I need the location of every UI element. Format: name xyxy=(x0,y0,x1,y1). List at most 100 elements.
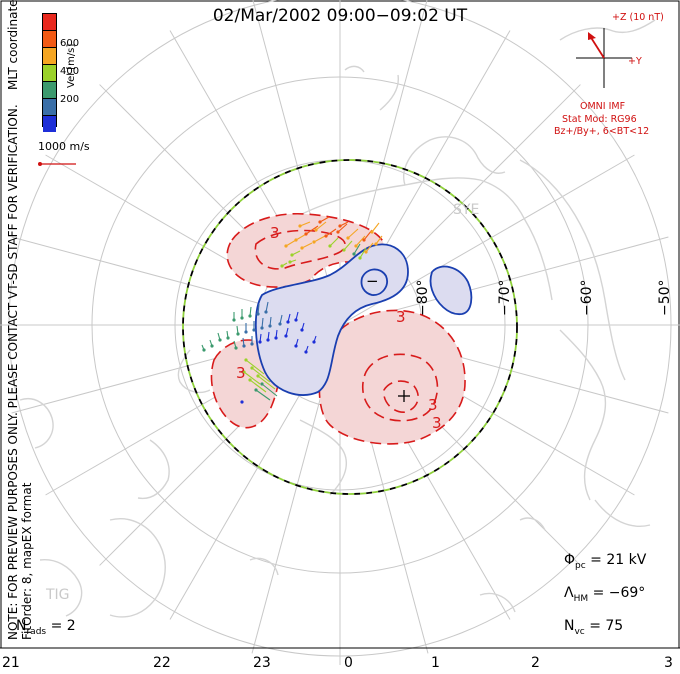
mlt-hour-label: 23 xyxy=(253,655,271,671)
velocity-vector xyxy=(359,247,367,259)
velocity-vector xyxy=(285,239,297,247)
velocity-vector xyxy=(217,332,221,341)
contour-label: 3 xyxy=(428,396,438,414)
velocity-vector xyxy=(269,316,272,327)
mlt-hour-label: 1 xyxy=(431,655,440,671)
contour-label: 3 xyxy=(236,364,246,382)
station-label: SYE xyxy=(453,202,480,218)
negative-convection-cells xyxy=(254,243,473,396)
hm-boundary-green xyxy=(182,159,518,495)
velocity-vector xyxy=(249,379,267,393)
velocity-colorbar xyxy=(42,13,57,132)
velocity-vector xyxy=(255,389,271,401)
hm-boundary-dark xyxy=(182,159,518,495)
vector-scale xyxy=(38,162,76,166)
velocity-vector xyxy=(365,242,374,253)
colorbar-tick: 400 xyxy=(60,66,80,77)
velocity-vector xyxy=(375,235,383,245)
velocity-vector xyxy=(319,216,330,223)
radar-count: Nrads = 2 xyxy=(16,618,76,637)
latitude-label: −80° xyxy=(415,279,431,316)
velocity-vector xyxy=(295,338,299,347)
mlt-hour-label: 0 xyxy=(344,655,353,671)
lambda-subscript: HM xyxy=(573,593,589,604)
imf-vector xyxy=(589,35,605,59)
velocity-vector xyxy=(236,325,239,335)
velocity-vector xyxy=(261,317,264,329)
velocity-vector xyxy=(257,303,260,315)
velocity-vector xyxy=(329,237,339,247)
mlt-hour-label: 3 xyxy=(664,655,673,671)
velocity-vector xyxy=(339,221,349,227)
velocity-vector xyxy=(275,329,278,339)
velocity-vector xyxy=(209,339,213,347)
velocity-vector xyxy=(289,259,297,263)
colorbar-tick: 600 xyxy=(60,38,80,49)
contour-label: 3 xyxy=(270,224,280,242)
imf-model: Stat Mod: RG96 xyxy=(562,114,637,125)
contour-label: 3 xyxy=(432,414,442,432)
imf-dial xyxy=(576,28,632,88)
phi-subscript: pc xyxy=(575,560,586,571)
phi-value: = 21 kV xyxy=(590,552,647,568)
cross-polar-potential: Φpc = 21 kV xyxy=(564,552,646,571)
imf-y-label: +Y xyxy=(628,56,642,67)
mlt-hour-label: 22 xyxy=(153,655,171,671)
velocity-vector xyxy=(305,345,309,353)
mlt-hour-label: 21 xyxy=(2,655,20,671)
velocity-vector xyxy=(279,314,283,325)
latitude-label: −60° xyxy=(579,279,595,316)
velocity-vector xyxy=(313,235,326,243)
nrads-symbol: N xyxy=(16,618,27,634)
mlt-hour-label: 2 xyxy=(531,655,540,671)
velocity-vector xyxy=(267,331,270,341)
latitude-label: −50° xyxy=(657,279,673,316)
map-title: 02/Mar/2002 09:00−09:02 UT xyxy=(212,6,468,26)
velocity-vector xyxy=(259,333,262,343)
velocity-vector xyxy=(285,327,289,337)
colorbar-segment xyxy=(43,48,56,65)
lambda-symbol: Λ xyxy=(564,585,574,601)
imf-z-label: +Z (10 nT) xyxy=(612,12,664,23)
velocity-vector xyxy=(343,240,353,251)
velocity-vector xyxy=(265,301,269,313)
coordinate-system-label: MLT coordinates xyxy=(6,0,20,90)
velocity-vector xyxy=(305,225,319,235)
velocity-vector xyxy=(242,337,245,347)
nrads-value: = 2 xyxy=(50,618,76,634)
preview-notice: NOTE: FOR PREVIEW PURPOSES ONLY. PLEASE … xyxy=(6,104,20,640)
colorbar-segment xyxy=(43,65,56,82)
velocity-vector xyxy=(301,242,313,249)
potential-maximum-marker xyxy=(398,390,410,402)
potential-minimum-marker: − xyxy=(366,272,379,290)
velocity-vectors xyxy=(201,216,383,404)
colorbar-segment xyxy=(43,82,56,99)
velocity-vector xyxy=(371,222,380,233)
latitude-label: −70° xyxy=(497,279,513,316)
colorbar-segment xyxy=(43,31,56,48)
velocity-vector xyxy=(325,228,337,237)
velocity-vector xyxy=(287,313,291,323)
velocity-vector xyxy=(243,371,261,385)
velocity-vector xyxy=(353,243,361,255)
hm-latitude: ΛHM = −69° xyxy=(564,585,645,604)
velocity-vector xyxy=(233,340,237,349)
velocity-vector xyxy=(313,335,317,343)
velocity-vector xyxy=(245,359,265,375)
vector-count: Nvc = 75 xyxy=(564,618,623,637)
velocity-vector xyxy=(251,367,271,383)
phi-symbol: Φ xyxy=(564,552,576,568)
velocity-vector xyxy=(201,344,205,351)
velocity-vector xyxy=(315,221,327,231)
velocity-vector xyxy=(301,322,305,331)
colorbar-title: Vel [m/s] xyxy=(66,43,77,88)
velocity-vector xyxy=(347,228,359,239)
velocity-vector xyxy=(281,262,288,267)
velocity-vector xyxy=(337,223,348,233)
velocity-vector xyxy=(257,375,276,390)
velocity-vector xyxy=(355,235,366,247)
colorbar-segment xyxy=(43,116,56,132)
lambda-value: = −69° xyxy=(592,585,646,601)
station-label: TIG xyxy=(46,587,70,603)
